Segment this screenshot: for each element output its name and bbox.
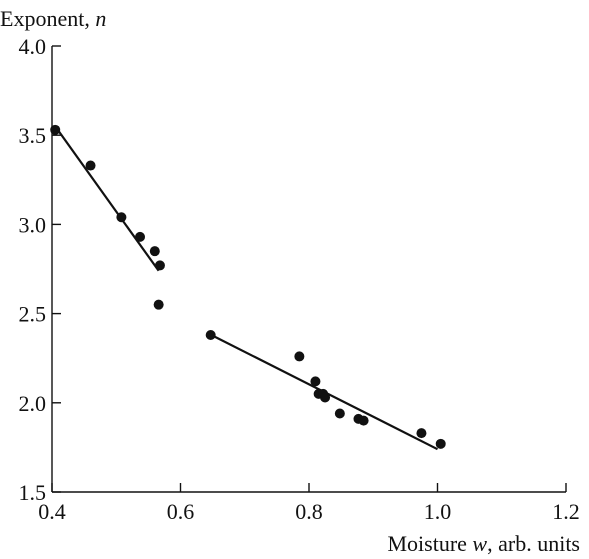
data-point <box>149 246 160 257</box>
axis-labels: Exponent, n Moisture w, arb. units <box>0 6 580 556</box>
x-axis-label-text: Moisture <box>387 531 472 556</box>
y-axis-label: Exponent, n <box>0 6 106 31</box>
data-point <box>154 260 165 271</box>
data-point <box>294 351 305 362</box>
data-points <box>50 124 446 449</box>
data-point <box>116 212 127 223</box>
x-tick-label: 1.2 <box>552 499 580 524</box>
x-tick-label: 0.6 <box>167 499 195 524</box>
data-point <box>205 330 216 341</box>
y-axis-label-variable: n <box>95 6 106 31</box>
x-tick-label: 0.4 <box>38 499 66 524</box>
x-axis-label-units: , arb. units <box>487 531 580 556</box>
data-point <box>50 124 61 135</box>
fit-lines <box>54 125 438 451</box>
data-point <box>416 428 427 439</box>
data-point <box>135 231 146 242</box>
data-point <box>334 408 345 419</box>
axes: 1.5 2.0 2.5 3.0 3.5 4.0 0.4 0.6 0.8 1.0 1.2 <box>19 34 580 524</box>
data-point <box>358 415 369 426</box>
x-axis-label: Moisture w, arb. units <box>387 531 580 556</box>
data-point <box>320 392 331 403</box>
y-tick-label: 3.5 <box>19 123 47 148</box>
y-tick-label: 1.5 <box>19 480 47 505</box>
x-axis-label-variable: w <box>472 531 487 556</box>
data-point <box>85 160 96 171</box>
y-tick-label: 2.0 <box>19 391 47 416</box>
x-tick-label: 0.8 <box>295 499 323 524</box>
data-point <box>153 299 164 310</box>
y-tick-label: 3.0 <box>19 212 47 237</box>
y-tick-label: 4.0 <box>19 34 47 59</box>
x-tick-label: 1.0 <box>424 499 452 524</box>
data-point <box>435 438 446 449</box>
data-point <box>310 376 321 387</box>
y-tick-label: 2.5 <box>19 302 47 327</box>
fit-line-1 <box>54 125 160 272</box>
y-axis-label-text: Exponent, <box>0 6 95 31</box>
